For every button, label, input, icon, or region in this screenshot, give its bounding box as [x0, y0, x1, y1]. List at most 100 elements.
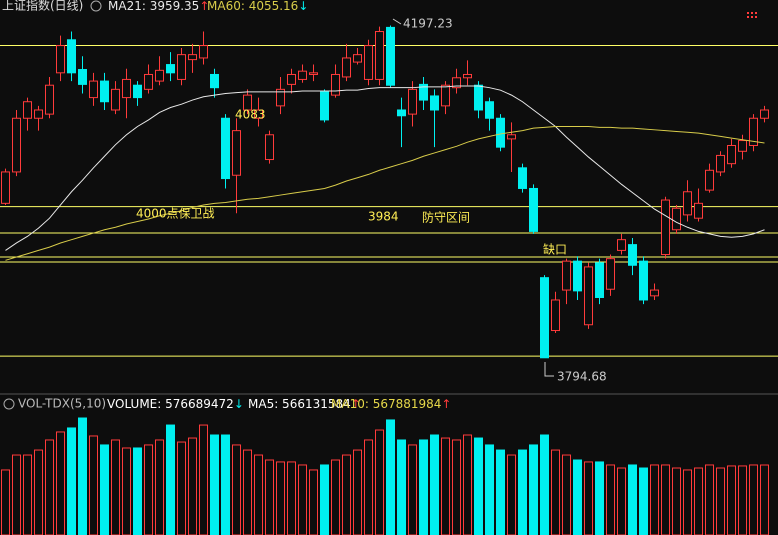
- candle-body: [727, 145, 736, 165]
- candle-body: [430, 95, 439, 111]
- volume-bar: [562, 454, 571, 535]
- volume-bar: [540, 434, 549, 535]
- annotation: 3984: [368, 210, 399, 224]
- volume-bar: [166, 424, 175, 535]
- legend-entry: MA60: 4055.16↓: [207, 0, 308, 13]
- annotation: 4083: [235, 108, 266, 122]
- legend-arrow: ↑: [351, 397, 361, 411]
- candle-body: [34, 109, 43, 119]
- candle-body: [639, 260, 648, 301]
- candle-body: [331, 73, 340, 96]
- annotation: 防守区间: [422, 210, 470, 225]
- volume-bar: [265, 459, 274, 535]
- candle-body: [540, 277, 549, 359]
- candle-body: [342, 57, 351, 78]
- legend-arrow: ↑: [441, 397, 451, 411]
- candle-body: [760, 109, 769, 119]
- volume-bar: [353, 449, 362, 535]
- low-label: 3794.68: [557, 370, 607, 384]
- candle-body: [243, 94, 252, 111]
- candle-body: [122, 78, 131, 99]
- candle-body: [551, 299, 560, 332]
- legend-label: MA60: 4055.16: [207, 0, 298, 13]
- candle-body: [23, 101, 32, 119]
- candle-body: [452, 77, 461, 89]
- high-label: 4197.23: [403, 17, 453, 31]
- candle-body: [573, 260, 582, 292]
- volume-bar: [595, 461, 604, 535]
- candle-body: [188, 54, 197, 61]
- candle-body: [496, 117, 505, 148]
- volume-bar: [342, 454, 351, 535]
- volume-bar: [23, 454, 32, 535]
- candle-body: [749, 117, 758, 147]
- candle-body: [89, 80, 98, 99]
- candle-body: [375, 31, 384, 80]
- candle-body: [144, 73, 153, 90]
- ma-line: [5, 85, 765, 251]
- legend-label: MA10: 567881984: [331, 397, 441, 411]
- volume-bar: [683, 469, 692, 535]
- candle-body: [518, 167, 527, 189]
- candle-body: [584, 266, 593, 326]
- candle-body: [485, 101, 494, 119]
- volume-bar: [56, 431, 65, 535]
- volume-bar: [573, 459, 582, 535]
- legend-label: MA21: 3959.35: [108, 0, 199, 13]
- volume-bar: [474, 437, 483, 535]
- volume-bar: [705, 464, 714, 535]
- candle-body: [177, 54, 186, 80]
- menu-icon[interactable]: [3, 398, 15, 410]
- candle-body: [705, 169, 714, 191]
- volume-bar: [199, 424, 208, 535]
- volume-bar: [276, 461, 285, 535]
- candle-body: [111, 88, 120, 111]
- volume-bar: [727, 465, 736, 535]
- legend-arrow: ↓: [234, 397, 244, 411]
- volume-bar: [628, 464, 637, 535]
- volume-bar: [408, 444, 417, 535]
- volume-bar: [639, 467, 648, 535]
- legend-label: VOLUME: 576689472: [107, 397, 234, 411]
- candle-body: [628, 244, 637, 266]
- candle-body: [386, 26, 395, 86]
- candle-body: [716, 154, 725, 173]
- candle-body: [276, 88, 285, 107]
- volume-bar: [210, 434, 219, 535]
- candle-body: [221, 117, 230, 180]
- volume-bar: [111, 439, 120, 535]
- volume-bar: [672, 467, 681, 535]
- volume-bar: [122, 447, 131, 535]
- volume-bar: [584, 461, 593, 535]
- volume-bar: [661, 464, 670, 535]
- volume-title: VOL-TDX(5,10): [18, 397, 106, 411]
- candle-body: [155, 69, 164, 82]
- candle-body: [364, 45, 373, 80]
- candle-body: [298, 70, 307, 80]
- volume-bar: [463, 434, 472, 535]
- menu-icon[interactable]: [90, 0, 102, 12]
- candle-body: [56, 45, 65, 74]
- candle-body: [232, 130, 241, 176]
- annotation: 4000点保卫战: [136, 207, 215, 221]
- volume-bar: [452, 439, 461, 535]
- candle-body: [12, 117, 21, 173]
- volume-bar: [78, 417, 87, 535]
- volume-bar: [254, 454, 263, 535]
- candle-body: [320, 91, 329, 121]
- volume-bar: [364, 439, 373, 535]
- candle-body: [397, 109, 406, 117]
- candle-body: [287, 73, 296, 85]
- volume-bar: [1, 469, 10, 535]
- volume-bar: [232, 444, 241, 535]
- volume-bar: [100, 444, 109, 535]
- volume-bar: [243, 449, 252, 535]
- chart-title: 上证指数(日线): [2, 0, 83, 13]
- candle-body: [133, 84, 142, 99]
- volume-bar: [749, 464, 758, 535]
- volume-bar: [133, 447, 142, 535]
- volume-bar: [309, 469, 318, 535]
- volume-bar: [419, 439, 428, 535]
